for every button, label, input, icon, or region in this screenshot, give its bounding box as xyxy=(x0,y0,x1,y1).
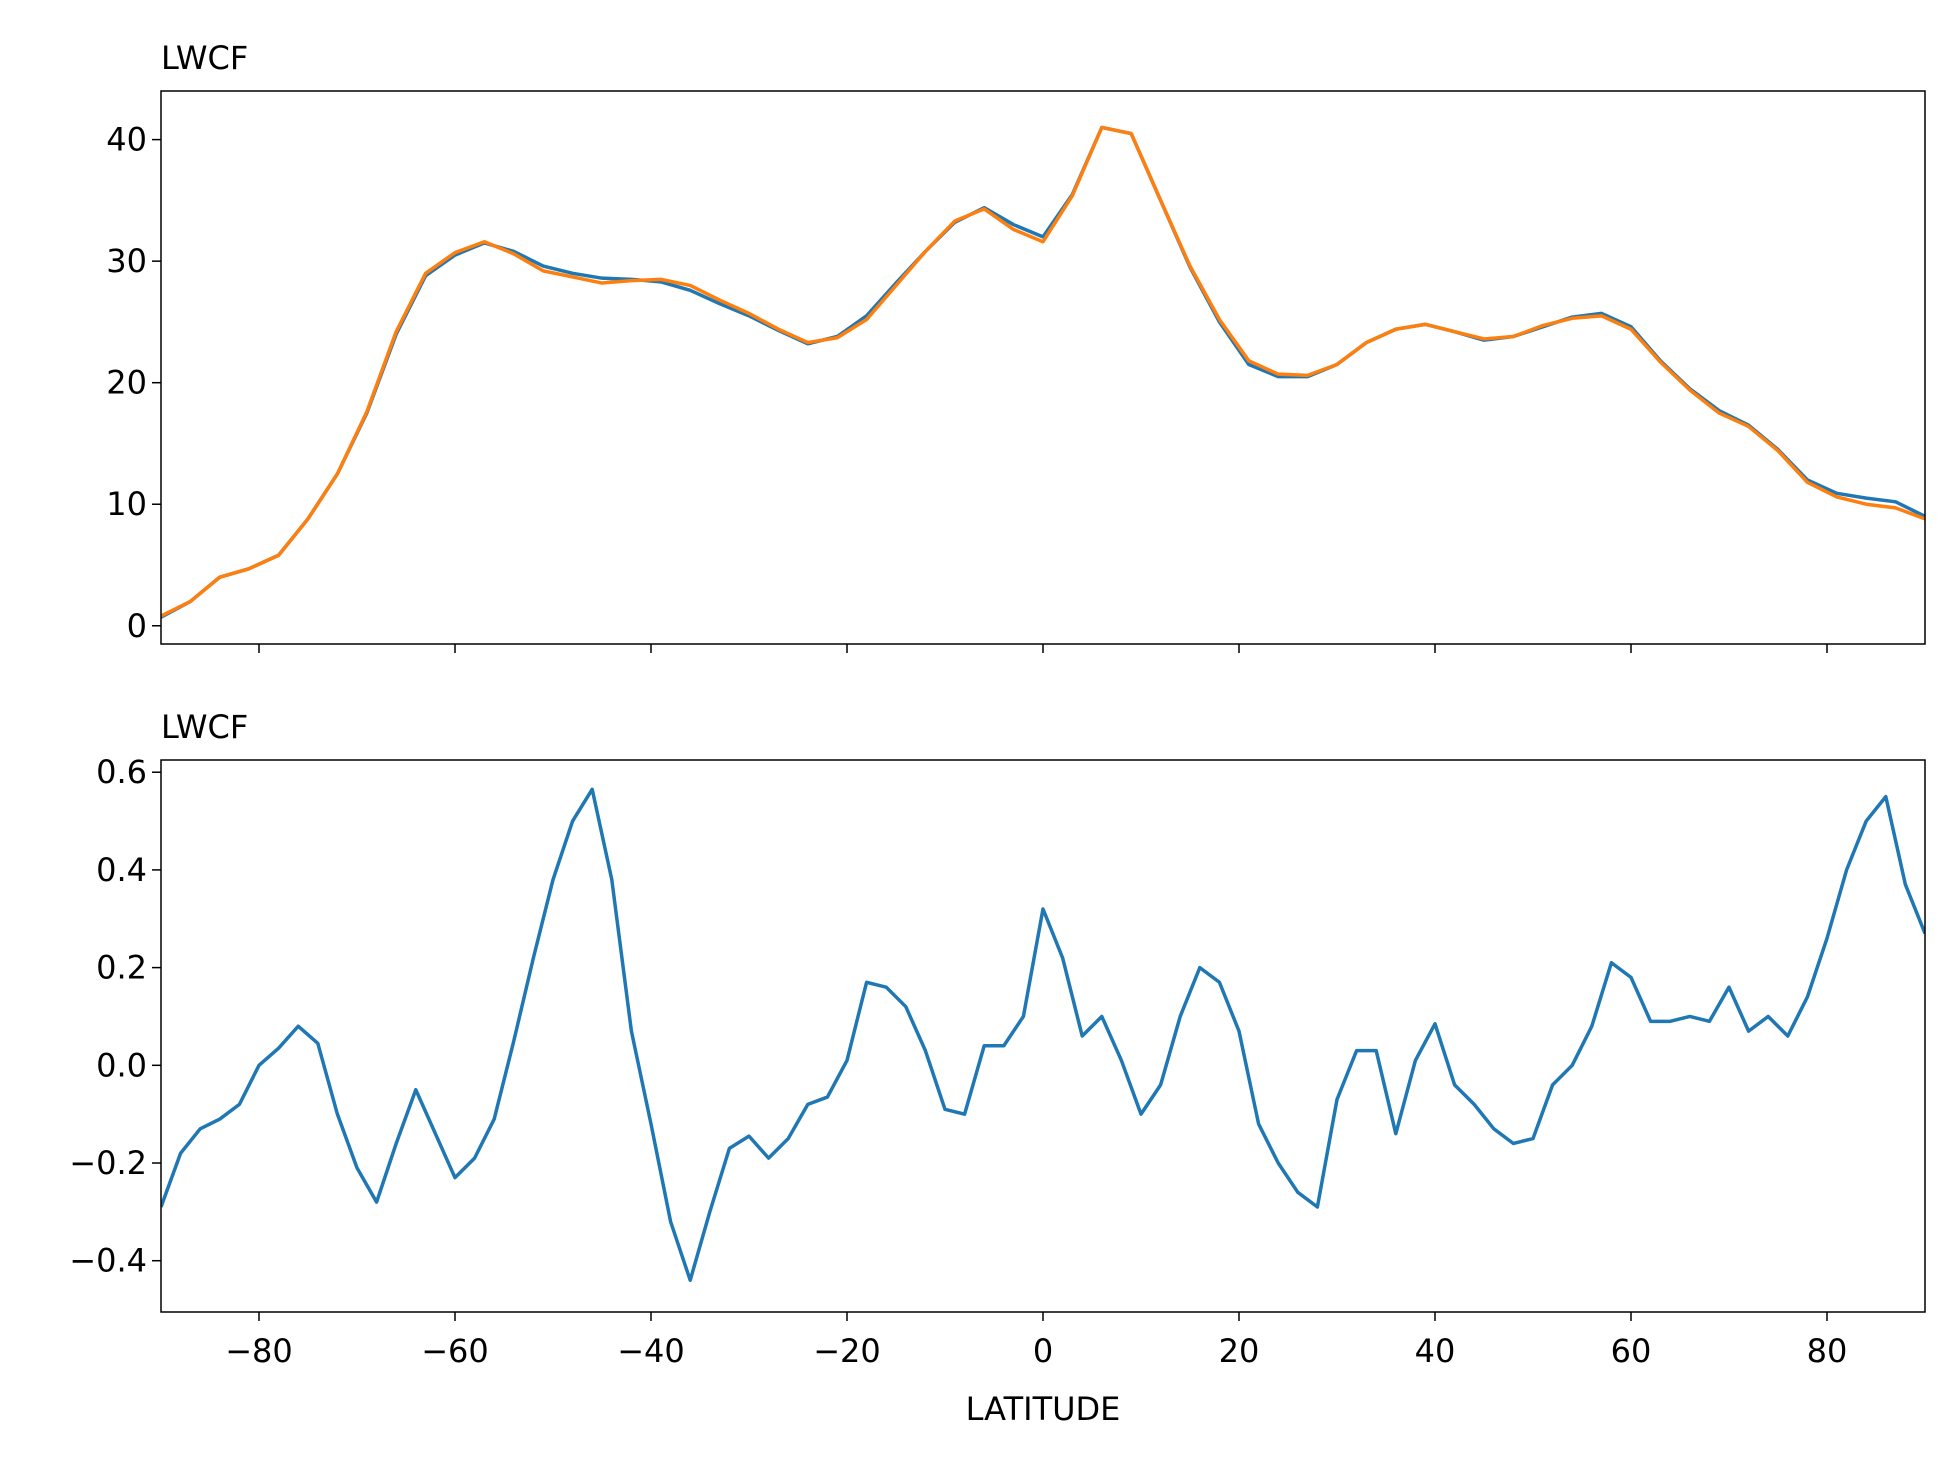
x-tick-label: −60 xyxy=(421,1332,489,1370)
y-tick-label: −0.2 xyxy=(69,1144,147,1182)
x-tick-label: 0 xyxy=(1033,1332,1053,1370)
x-tick-label: −80 xyxy=(225,1332,293,1370)
axes-frame xyxy=(160,90,1926,645)
x-axis-label: LATITUDE xyxy=(966,1390,1121,1428)
chart-title: LWCF xyxy=(161,708,248,746)
data-line xyxy=(161,125,1925,618)
x-tick-label: 80 xyxy=(1807,1332,1848,1370)
y-tick-label: 0.6 xyxy=(96,753,147,791)
x-tick-label: −20 xyxy=(813,1332,881,1370)
y-tick-label: 20 xyxy=(106,364,147,402)
x-tick-label: 60 xyxy=(1611,1332,1652,1370)
y-tick-label: −0.4 xyxy=(69,1242,147,1280)
y-tick-label: 0.4 xyxy=(96,851,147,889)
y-tick-label: 0.0 xyxy=(96,1046,147,1084)
x-tick-label: 20 xyxy=(1219,1332,1260,1370)
y-tick-label: 0.2 xyxy=(96,949,147,987)
x-tick-label: 40 xyxy=(1415,1332,1456,1370)
y-tick-label: 10 xyxy=(106,485,147,523)
data-line xyxy=(161,125,1925,619)
y-tick-label: 0 xyxy=(127,607,147,645)
y-tick-label: 40 xyxy=(106,121,147,159)
axes-frame xyxy=(160,759,1926,1313)
x-tick-label: −40 xyxy=(617,1332,685,1370)
chart-title: LWCF xyxy=(161,39,248,77)
data-line xyxy=(161,787,1925,1282)
y-tick-label: 30 xyxy=(106,242,147,280)
